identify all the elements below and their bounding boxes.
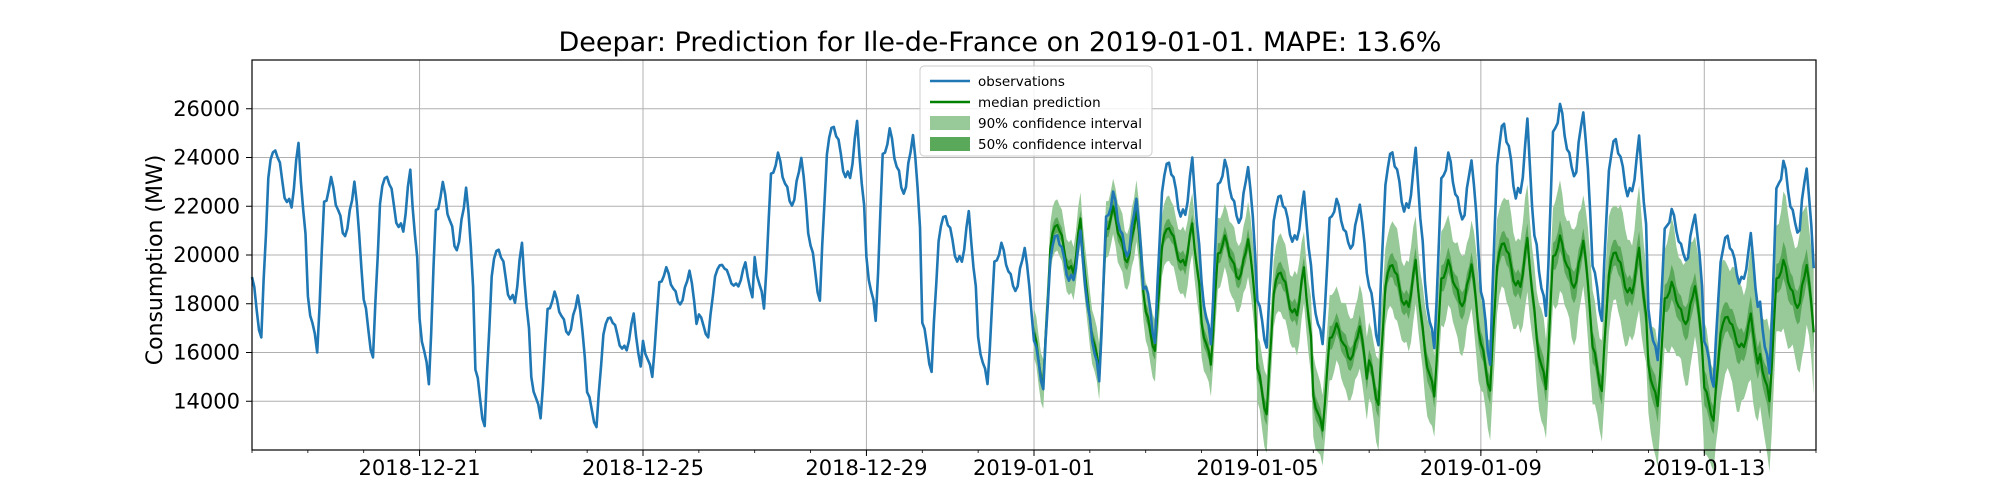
- legend-label-1: median prediction: [978, 95, 1101, 111]
- legend-swatch-3: [930, 137, 970, 151]
- x-tick-label: 2018-12-29: [805, 456, 927, 480]
- y-tick-label: 18000: [173, 292, 240, 316]
- observations-line: [250, 102, 1815, 429]
- x-tick-label: 2019-01-01: [973, 456, 1095, 480]
- x-tick-label: 2019-01-09: [1420, 456, 1542, 480]
- median-prediction-line: [1032, 205, 1815, 432]
- x-tick-label: 2018-12-21: [359, 456, 481, 480]
- legend-label-2: 90% confidence interval: [978, 116, 1142, 132]
- tick-layer: 14000 16000 18000 20000 22000 24000 26000 2018-…: [173, 97, 1817, 480]
- y-tick-label: 22000: [173, 194, 240, 218]
- y-tick-label: 16000: [173, 341, 240, 365]
- legend-box: [919, 65, 1153, 157]
- plot-frame: [251, 59, 1817, 451]
- x-tick-label: 2018-12-25: [582, 456, 704, 480]
- legend-swatch-2: [930, 116, 970, 130]
- legend-label-0: observations: [978, 74, 1065, 90]
- legend: observations median prediction 90% confide…: [919, 65, 1153, 157]
- y-tick-label: 20000: [173, 243, 240, 267]
- series-layer: [250, 102, 1815, 432]
- y-tick-label: 14000: [173, 389, 240, 413]
- y-tick-label: 24000: [173, 146, 240, 170]
- y-axis-label: Consumption (MW): [143, 155, 168, 366]
- y-tick-label: 26000: [173, 97, 240, 121]
- x-tick-label: 2019-01-05: [1196, 456, 1318, 480]
- chart-title: Deepar: Prediction for Ile-de-France on …: [559, 27, 1442, 58]
- legend-label-3: 50% confidence interval: [978, 137, 1142, 153]
- x-tick-label: 2019-01-13: [1643, 456, 1765, 480]
